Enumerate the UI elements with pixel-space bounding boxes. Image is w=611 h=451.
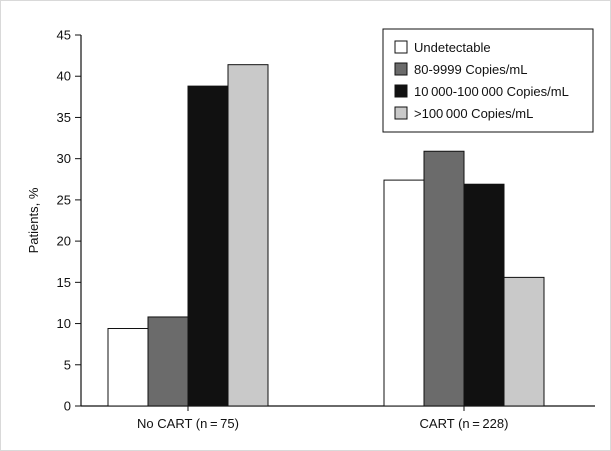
legend-label: 10 000-100 000 Copies/mL: [414, 84, 569, 99]
bar: [423, 150, 465, 407]
bar: [383, 179, 425, 407]
y-tick-label: 45: [57, 28, 71, 43]
bar: [107, 328, 149, 407]
legend-swatch: [394, 106, 408, 120]
bar: [463, 183, 505, 407]
axes: 0 5 10 15 20 25 30 35 40 45 Patients, % No CART (n …: [26, 28, 595, 431]
legend-swatch: [394, 62, 408, 76]
bar: [227, 64, 269, 407]
y-axis-label: Patients, %: [26, 187, 41, 253]
legend-label: >100 000 Copies/mL: [414, 106, 533, 121]
bars: [107, 64, 545, 407]
legend-swatch: [394, 40, 408, 54]
y-tick-label: 0: [64, 399, 71, 414]
x-tick-label: No CART (n = 75): [137, 416, 239, 431]
x-tick-label: CART (n = 228): [420, 416, 509, 431]
legend-box: [382, 28, 594, 133]
y-tick-label: 10: [57, 316, 71, 331]
y-tick-label: 15: [57, 275, 71, 290]
bar: [147, 316, 189, 407]
bar: [503, 276, 545, 407]
y-tick-label: 5: [64, 357, 71, 372]
legend-swatch: [394, 84, 408, 98]
legend-label: 80-9999 Copies/mL: [414, 62, 527, 77]
y-tick-label: 20: [57, 234, 71, 249]
bar: [187, 85, 229, 407]
legend: Undetectable 80-9999 Copies/mL 10 000-100 …: [382, 28, 594, 133]
y-tick-label: 40: [57, 69, 71, 84]
legend-label: Undetectable: [414, 40, 491, 55]
y-tick-label: 30: [57, 151, 71, 166]
y-tick-label: 35: [57, 110, 71, 125]
y-tick-label: 25: [57, 192, 71, 207]
